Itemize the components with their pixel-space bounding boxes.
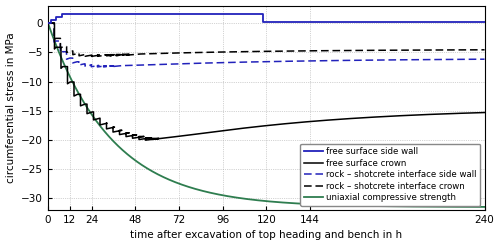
Legend: free surface side wall, free surface crown, rock – shotcrete interface side wall: free surface side wall, free surface cro… [300,143,480,206]
X-axis label: time after excavation of top heading and bench in h: time after excavation of top heading and… [130,231,402,240]
Y-axis label: circumferential stress in MPa: circumferential stress in MPa [6,32,16,183]
